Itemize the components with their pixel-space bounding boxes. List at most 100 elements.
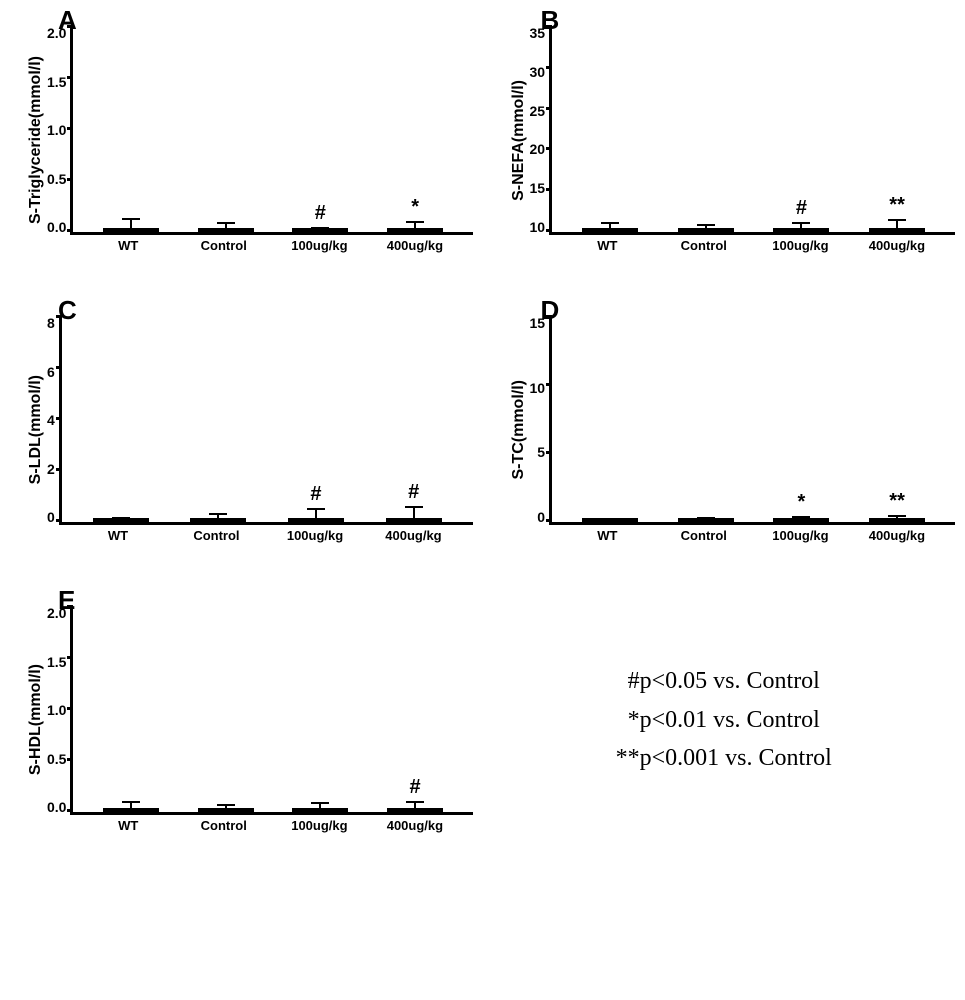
panel-C-plotarea: ##	[59, 315, 473, 525]
bar-group	[198, 808, 254, 812]
panel-C-xlabels: WTControl100ug/kg400ug/kg	[59, 528, 473, 543]
bar: #	[773, 228, 829, 232]
significance-marker: #	[310, 483, 321, 506]
error-bar	[705, 517, 707, 521]
legend-line-1: #p<0.05 vs. Control	[628, 662, 820, 700]
xtick-label: 400ug/kg	[387, 238, 443, 253]
error-bar	[315, 508, 317, 520]
bar	[678, 228, 734, 232]
panel-C-plot: ## WTControl100ug/kg400ug/kg	[59, 315, 473, 540]
bar	[198, 228, 254, 232]
bar-group	[93, 518, 149, 522]
xtick-label: Control	[676, 238, 732, 253]
bar-group	[198, 228, 254, 232]
ytick-label: 6	[47, 364, 55, 380]
panel-B-chart: S-NEFA(mmol/l) 353025201510 #** WTContro…	[508, 10, 956, 270]
xtick-label: Control	[196, 818, 252, 833]
panel-D: D S-TC(mmol/l) 151050 *** WTControl100ug…	[493, 300, 956, 560]
panel-C-ylabel: S-LDL(mmol/l)	[25, 375, 47, 484]
ytick-label: 5	[537, 444, 545, 460]
panel-A-bars: #*	[73, 25, 472, 232]
bar: #	[387, 808, 443, 812]
ytick-label: 2	[47, 461, 55, 477]
panel-E-xlabels: WTControl100ug/kg400ug/kg	[70, 818, 472, 833]
panel-B-plot: #** WTControl100ug/kg400ug/kg	[549, 25, 955, 250]
ytick-label: 10	[530, 219, 546, 235]
bar-group: #	[288, 518, 344, 522]
error-bar	[130, 801, 132, 810]
bar	[582, 518, 638, 522]
xtick-label: 400ug/kg	[385, 528, 441, 543]
bar	[582, 228, 638, 232]
error-bar	[414, 221, 416, 230]
panel-E-plot: # WTControl100ug/kg400ug/kg	[70, 605, 472, 830]
bar: #	[386, 518, 442, 522]
panel-B-plotarea: #**	[549, 25, 955, 235]
bar-group: **	[869, 518, 925, 522]
xtick-label: WT	[579, 528, 635, 543]
panel-C: C S-LDL(mmol/l) 86420 ## WTControl100ug/…	[10, 300, 473, 560]
error-bar	[800, 516, 802, 520]
significance-marker: *	[411, 196, 419, 219]
bar-group: #	[386, 518, 442, 522]
error-bar	[319, 802, 321, 810]
bar-group	[582, 518, 638, 522]
error-bar	[609, 222, 611, 230]
xtick-label: 400ug/kg	[387, 818, 443, 833]
panel-A: A S-Triglyceride(mmol/l) 2.01.51.00.50.0…	[10, 10, 473, 270]
bar-group	[103, 228, 159, 232]
panel-E-chart: S-HDL(mmol/l) 2.01.51.00.50.0 # WTContro…	[25, 590, 473, 850]
bar-group	[292, 808, 348, 812]
ytick-label: 20	[530, 141, 546, 157]
ytick-label: 0.5	[47, 171, 66, 187]
error-bar	[217, 513, 219, 520]
panel-B: B S-NEFA(mmol/l) 353025201510 #** WTCont…	[493, 10, 956, 270]
ytick-label: 15	[530, 180, 546, 196]
ytick-label: 0	[537, 509, 545, 525]
panel-D-bars: ***	[552, 315, 955, 522]
bar: *	[387, 228, 443, 232]
significance-marker: **	[889, 490, 905, 513]
ytick-label: 4	[47, 412, 55, 428]
panel-E-bars: #	[73, 605, 472, 812]
significance-marker: #	[408, 481, 419, 504]
error-bar	[896, 515, 898, 520]
significance-marker: #	[315, 202, 326, 225]
bar-group	[103, 808, 159, 812]
error-bar	[609, 519, 611, 520]
xtick-label: 100ug/kg	[287, 528, 343, 543]
significance-marker: #	[410, 776, 421, 799]
bar-group: #	[292, 228, 348, 232]
bar	[292, 808, 348, 812]
bar	[198, 808, 254, 812]
xtick-label: Control	[196, 238, 252, 253]
legend-panel: #p<0.05 vs. Control *p<0.01 vs. Control …	[493, 590, 956, 850]
panel-D-chart: S-TC(mmol/l) 151050 *** WTControl100ug/k…	[508, 300, 956, 560]
error-bar	[413, 506, 415, 520]
bar-group: *	[387, 228, 443, 232]
error-bar	[130, 218, 132, 230]
panel-A-plot: #* WTControl100ug/kg400ug/kg	[70, 25, 472, 250]
ytick-label: 1.0	[47, 122, 66, 138]
xtick-label: 100ug/kg	[291, 238, 347, 253]
panel-D-plotarea: ***	[549, 315, 955, 525]
legend-line-3: **p<0.001 vs. Control	[616, 739, 832, 777]
bar	[190, 518, 246, 522]
panel-B-xlabels: WTControl100ug/kg400ug/kg	[549, 238, 955, 253]
panel-C-chart: S-LDL(mmol/l) 86420 ## WTControl100ug/kg…	[25, 300, 473, 560]
bar	[103, 808, 159, 812]
xtick-label: 400ug/kg	[869, 528, 925, 543]
ytick-label: 1.5	[47, 74, 66, 90]
error-bar	[225, 804, 227, 810]
ytick-label: 1.0	[47, 702, 66, 718]
error-bar	[319, 227, 321, 230]
bar: *	[773, 518, 829, 522]
legend-line-2: *p<0.01 vs. Control	[628, 701, 820, 739]
significance-marker: *	[797, 491, 805, 514]
bar-group	[678, 518, 734, 522]
bar	[103, 228, 159, 232]
error-bar	[800, 222, 802, 230]
ytick-label: 0	[47, 509, 55, 525]
ytick-label: 0.0	[47, 219, 66, 235]
error-bar	[896, 219, 898, 230]
